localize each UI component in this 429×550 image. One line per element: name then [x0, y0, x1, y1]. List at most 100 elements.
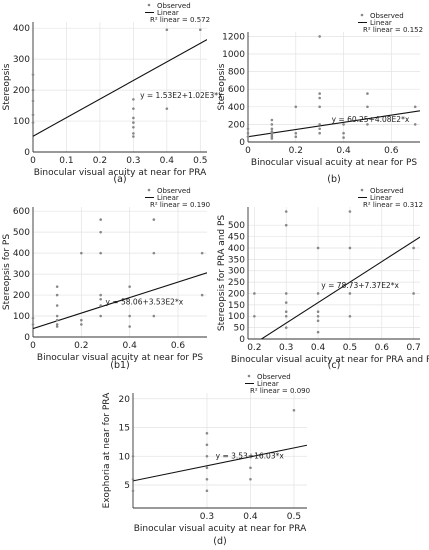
- y-tick-label: 0: [24, 333, 30, 343]
- observed-point: [99, 314, 102, 318]
- y-tick-label: 10: [119, 452, 131, 462]
- x-tick-label: 0.1: [59, 156, 73, 166]
- observed-point: [292, 408, 296, 412]
- observed-point: [284, 292, 288, 295]
- observed-point: [348, 292, 352, 295]
- observed-point: [55, 285, 59, 288]
- observed-point: [152, 218, 156, 221]
- observed-point: [99, 297, 102, 301]
- observed-point: [318, 92, 321, 95]
- observed-point: [318, 123, 321, 126]
- observed-point: [99, 304, 102, 307]
- x-tick-label: 0: [30, 156, 36, 166]
- observed-point: [316, 292, 320, 295]
- legend-r2-label: R² linear = 0.190: [150, 201, 210, 209]
- observed-point: [152, 314, 156, 318]
- y-tick-label: 500: [228, 221, 245, 231]
- observed-point: [316, 319, 320, 323]
- observed-point: [80, 318, 83, 322]
- x-tick-label: 0.5: [287, 512, 301, 522]
- chart-panel-4: 5 10 15 20 0.3 0.4 0.5 Binocular visual acuity …: [102, 373, 310, 547]
- regression-equation: y = 78.73+7.37E2*x: [321, 281, 399, 290]
- observed-point: [128, 325, 131, 328]
- x-axis-label: Binocular visual acuity at near for PS: [251, 158, 417, 168]
- observed-point: [131, 489, 135, 493]
- y-tick-label: 5: [124, 481, 130, 491]
- observed-point: [348, 246, 352, 250]
- observed-point: [132, 135, 135, 138]
- regression-equation: y = 58.06+3.53E2*x: [106, 298, 184, 307]
- linear-fit-line: [33, 39, 207, 137]
- y-tick-label: 300: [228, 267, 245, 277]
- observed-point: [165, 28, 169, 32]
- x-tick-label: 0.4: [336, 146, 351, 156]
- y-tick-label: 200: [13, 291, 30, 301]
- observed-point: [316, 310, 320, 313]
- observed-point: [316, 314, 320, 318]
- panel-caption: (b1): [110, 360, 130, 371]
- observed-point: [253, 314, 256, 318]
- x-tick-label: 0.6: [375, 343, 390, 353]
- observed-point: [270, 123, 274, 126]
- observed-point: [318, 131, 321, 135]
- observed-point: [270, 127, 274, 131]
- y-tick-label: 0: [24, 148, 30, 158]
- y-tick-label: 1200: [222, 32, 245, 42]
- y-tick-label: 500: [13, 228, 30, 238]
- observed-point: [80, 251, 83, 255]
- y-tick-label: 800: [228, 68, 245, 78]
- observed-point: [31, 323, 35, 326]
- observed-point: [132, 125, 135, 129]
- x-tick-label: 0.6: [171, 341, 186, 351]
- x-tick-label: 0.5: [193, 156, 207, 166]
- observed-point: [132, 132, 135, 135]
- y-axis-label: Stereopsis for PS: [2, 234, 12, 310]
- x-tick-label: 0.3: [279, 343, 293, 353]
- observed-point: [205, 489, 209, 493]
- observed-point: [132, 116, 135, 120]
- observed-point: [31, 99, 35, 103]
- observed-point: [270, 118, 274, 122]
- observed-point: [284, 223, 288, 227]
- observed-point: [253, 292, 256, 295]
- observed-point: [152, 251, 156, 255]
- observed-point: [99, 293, 102, 297]
- legend-linear-label: Linear: [370, 19, 392, 27]
- x-tick-label: 0.2: [74, 341, 88, 351]
- chart-panel-1: 0 200 400 600 800 1000 1200 0 0.2 0.4 0.6 Binocular…: [217, 12, 423, 185]
- observed-point: [342, 131, 345, 135]
- y-tick-label: 100: [228, 312, 245, 322]
- y-tick-label: 200: [13, 86, 30, 96]
- x-tick-label: 0.4: [123, 341, 138, 351]
- observed-point: [205, 466, 209, 470]
- y-tick-label: 400: [13, 24, 30, 34]
- x-tick-label: 0.4: [243, 512, 258, 522]
- y-tick-label: 600: [13, 207, 30, 217]
- x-tick-label: 0: [30, 341, 36, 351]
- x-axis-label: Binocular visual acuity at near for PRA: [34, 168, 207, 178]
- y-tick-label: 200: [228, 120, 245, 130]
- observed-point: [128, 314, 131, 318]
- legend-observed-label: Observed: [157, 2, 191, 10]
- legend-r2-label: R² linear = 0.312: [363, 201, 423, 209]
- observed-point: [80, 323, 83, 326]
- x-axis-label: Binocular visual acuity at near for PRA …: [231, 355, 429, 365]
- regression-equation: y = 3.53+16.03*x: [216, 452, 285, 461]
- y-tick-label: 450: [228, 233, 245, 243]
- legend-observed-label: Observed: [370, 187, 404, 195]
- observed-point: [413, 105, 417, 109]
- observed-point: [246, 135, 250, 139]
- legend-observed-label: Observed: [370, 12, 404, 20]
- observed-point: [131, 454, 135, 458]
- y-tick-label: 150: [228, 301, 245, 311]
- observed-point: [348, 314, 352, 318]
- linear-fit-line: [33, 272, 207, 330]
- observed-point: [132, 98, 135, 101]
- x-axis-label: Binocular visual acuity at near for PS: [37, 353, 203, 363]
- legend-observed-marker: [360, 188, 364, 192]
- legend-observed-label: Observed: [257, 373, 291, 381]
- observed-point: [249, 466, 252, 470]
- y-axis-label: Exophoria at near for PRA: [102, 392, 112, 509]
